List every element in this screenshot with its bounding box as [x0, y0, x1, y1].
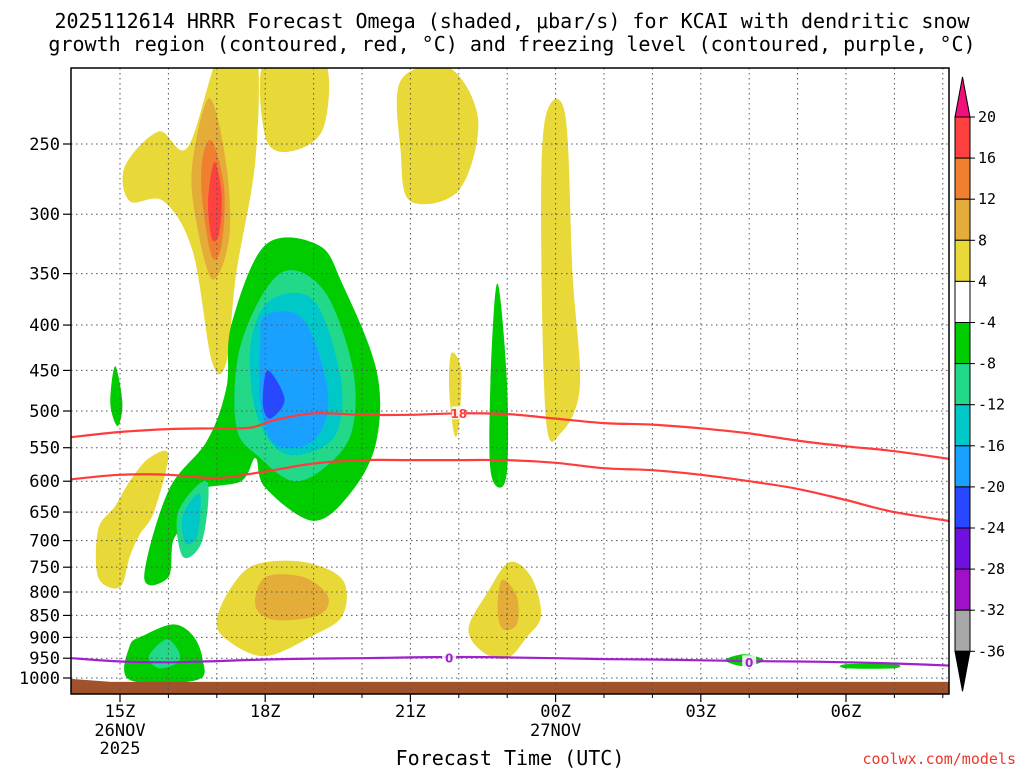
omega-region-20: [262, 370, 285, 419]
omega-region-7: [541, 98, 581, 442]
colorbar-band-12: [954, 568, 971, 611]
y-tick-label-250: 250: [29, 135, 60, 155]
y-tick-label-700: 700: [29, 532, 60, 552]
colorbar-label-10: -20: [978, 478, 1005, 496]
x-tick-date-15Z: 26NOV: [94, 721, 145, 741]
x-tick-label-06Z: 06Z: [831, 702, 862, 722]
freezing-level-label-1: 0: [445, 651, 453, 665]
colorbar-under-triangle: [954, 650, 971, 692]
colorbar-label-9: -16: [978, 437, 1005, 455]
y-tick-label-400: 400: [29, 316, 60, 336]
colorbar-band-9: [954, 445, 971, 488]
colorbar-label-2: 16: [978, 149, 996, 167]
omega-region-21: [110, 366, 123, 427]
colorbar-band-11: [954, 527, 971, 570]
y-tick-label-750: 750: [29, 558, 60, 578]
y-axis: 2503003504004505005506006507007508008509…: [19, 135, 71, 689]
colorbar-label-5: 4: [978, 272, 987, 290]
x-tick-label-18Z: 18Z: [250, 702, 281, 722]
freezing-level-label-2: 0: [745, 656, 753, 670]
omega-region-18: [181, 493, 201, 545]
colorbar-band-3: [954, 198, 971, 241]
x-tick-label-00Z: 00Z: [540, 702, 571, 722]
colorbar-label-12: -28: [978, 560, 1005, 578]
x-axis-label: Forecast Time (UTC): [396, 746, 625, 768]
plot-frame: [70, 67, 950, 695]
colorbar-band-13: [954, 609, 971, 652]
omega-region-26: [839, 663, 901, 669]
colorbar-band-6: [954, 322, 971, 365]
colorbar-label-14: -36: [978, 642, 1005, 660]
x-tick-date-00Z: 27NOV: [530, 721, 581, 741]
freezing-level-label-bg-1: [442, 650, 457, 664]
y-tick-label-650: 650: [29, 503, 60, 523]
colorbar-band-7: [954, 363, 971, 406]
x-tick-label-21Z: 21Z: [395, 702, 426, 722]
omega-region-5: [259, 68, 330, 152]
colorbar-band-1: [954, 116, 971, 159]
colorbar-band-2: [954, 157, 971, 200]
terrain-surface: [71, 678, 949, 694]
omega-region-11: [255, 574, 329, 621]
freezing-level-line: [71, 655, 949, 667]
omega-region-9: [95, 450, 169, 589]
y-tick-label-600: 600: [29, 472, 60, 492]
y-tick-label-1000: 1000: [19, 669, 60, 689]
omega-region-6: [396, 68, 479, 205]
colorbar-band-10: [954, 486, 971, 529]
omega-region-13: [497, 579, 519, 631]
y-tick-label-300: 300: [29, 205, 60, 225]
colorbar-band-4: [954, 239, 971, 282]
colorbar-label-11: -24: [978, 519, 1005, 537]
y-tick-label-900: 900: [29, 628, 60, 648]
dgz-lower-line: [71, 458, 949, 523]
y-tick-label-350: 350: [29, 265, 60, 285]
colorbar: 20 16 12 8 4 -4 -8 -12 -16 -20 -24 -28 -32 -36: [954, 76, 1005, 692]
omega-region-1: [122, 68, 259, 375]
colorbar-label-6: -4: [978, 314, 996, 332]
colorbar-over-triangle: [954, 76, 971, 118]
freezing-level-label-bg-2: [742, 655, 757, 669]
colorbar-label-1: 20: [978, 108, 996, 126]
y-tick-label-800: 800: [29, 583, 60, 603]
y-tick-label-500: 500: [29, 402, 60, 422]
dgz-upper-label-bg-1: [451, 406, 466, 420]
y-tick-label-850: 850: [29, 606, 60, 626]
x-tick-label-15Z: 15Z: [105, 702, 136, 722]
credit-text: coolwx.com/models: [862, 750, 1016, 768]
y-tick-label-950: 950: [29, 649, 60, 669]
dgz-upper-label-1: 18: [450, 407, 467, 421]
colorbar-label-3: 12: [978, 190, 996, 208]
omega-region-4: [208, 162, 222, 242]
title-line-2: growth region (contoured, red, °C) and f…: [48, 32, 975, 56]
dgz-upper-line: [71, 411, 949, 460]
x-tick-year-15Z: 2025: [100, 739, 141, 759]
temperature-contours: 180 0: [71, 406, 949, 670]
omega-region-22: [489, 283, 509, 488]
grid-lines: [71, 68, 949, 694]
colorbar-band-5: [954, 280, 971, 323]
y-tick-label-450: 450: [29, 361, 60, 381]
omega-region-24: [148, 639, 181, 669]
colorbar-label-7: -8: [978, 355, 996, 373]
y-tick-label-550: 550: [29, 439, 60, 459]
title-line-1: 2025112614 HRRR Forecast Omega (shaded, …: [54, 9, 970, 33]
colorbar-label-13: -32: [978, 601, 1005, 619]
x-tick-label-03Z: 03Z: [685, 702, 716, 722]
terrain-fill: [71, 678, 949, 694]
colorbar-label-8: -12: [978, 396, 1005, 414]
colorbar-band-8: [954, 404, 971, 447]
colorbar-label-4: 8: [978, 231, 987, 249]
